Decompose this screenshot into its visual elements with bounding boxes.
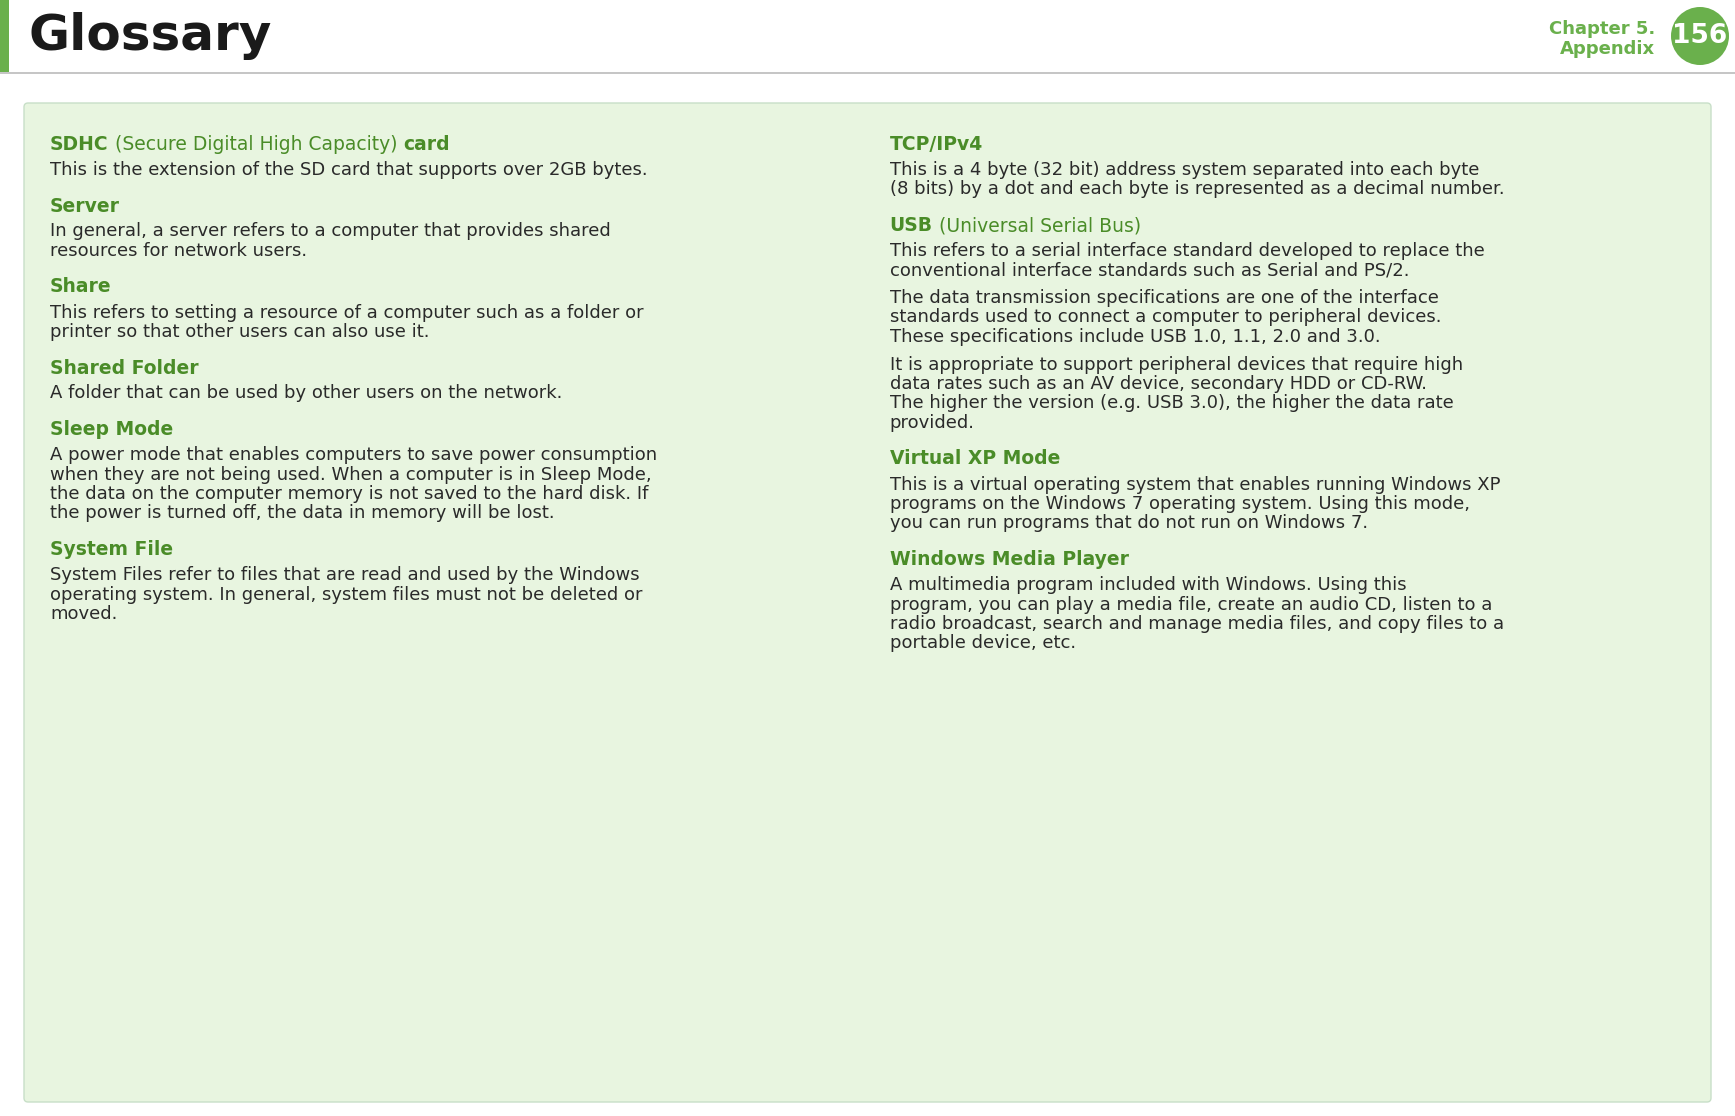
Bar (0, 0, 9, 73)
Text: provided.: provided. (890, 414, 975, 432)
Text: (Secure Digital High Capacity): (Secure Digital High Capacity) (109, 135, 403, 154)
Text: The data transmission specifications are one of the interface: The data transmission specifications are… (890, 289, 1438, 307)
Bar (0, 0, 1735, 73)
Text: portable device, etc.: portable device, etc. (890, 635, 1076, 653)
Text: Share: Share (50, 278, 111, 297)
Text: This is a virtual operating system that enables running Windows XP: This is a virtual operating system that … (890, 475, 1501, 493)
Text: SDHC: SDHC (50, 135, 109, 154)
Text: A power mode that enables computers to save power consumption: A power mode that enables computers to s… (50, 446, 658, 464)
Text: the power is turned off, the data in memory will be lost.: the power is turned off, the data in mem… (50, 504, 555, 522)
Text: These specifications include USB 1.0, 1.1, 2.0 and 3.0.: These specifications include USB 1.0, 1.… (890, 328, 1379, 346)
FancyBboxPatch shape (24, 103, 1711, 1101)
Text: System File: System File (50, 540, 174, 559)
Text: printer so that other users can also use it.: printer so that other users can also use… (50, 323, 430, 341)
Text: A folder that can be used by other users on the network.: A folder that can be used by other users… (50, 385, 562, 403)
Text: This refers to a serial interface standard developed to replace the: This refers to a serial interface standa… (890, 242, 1483, 260)
Text: System Files refer to files that are read and used by the Windows: System Files refer to files that are rea… (50, 566, 640, 584)
Text: conventional interface standards such as Serial and PS/2.: conventional interface standards such as… (890, 261, 1409, 279)
Text: This refers to setting a resource of a computer such as a folder or: This refers to setting a resource of a c… (50, 304, 644, 321)
Text: Virtual XP Mode: Virtual XP Mode (890, 450, 1060, 469)
Text: moved.: moved. (50, 605, 118, 623)
Text: Appendix: Appendix (1560, 40, 1655, 58)
Text: Shared Folder: Shared Folder (50, 358, 198, 377)
Text: Server: Server (50, 196, 120, 215)
Text: card: card (403, 135, 449, 154)
Text: Glossary: Glossary (28, 12, 271, 60)
Text: It is appropriate to support peripheral devices that require high: It is appropriate to support peripheral … (890, 356, 1463, 374)
Text: you can run programs that do not run on Windows 7.: you can run programs that do not run on … (890, 514, 1367, 532)
Text: The higher the version (e.g. USB 3.0), the higher the data rate: The higher the version (e.g. USB 3.0), t… (890, 394, 1454, 413)
Text: programs on the Windows 7 operating system. Using this mode,: programs on the Windows 7 operating syst… (890, 496, 1470, 513)
Text: A multimedia program included with Windows. Using this: A multimedia program included with Windo… (890, 576, 1405, 594)
Text: This is a 4 byte (32 bit) address system separated into each byte: This is a 4 byte (32 bit) address system… (890, 161, 1478, 179)
Text: standards used to connect a computer to peripheral devices.: standards used to connect a computer to … (890, 308, 1442, 327)
Text: operating system. In general, system files must not be deleted or: operating system. In general, system fil… (50, 586, 642, 604)
Text: when they are not being used. When a computer is in Sleep Mode,: when they are not being used. When a com… (50, 465, 652, 483)
Text: Windows Media Player: Windows Media Player (890, 550, 1128, 569)
Text: Chapter 5.: Chapter 5. (1549, 20, 1655, 38)
Text: data rates such as an AV device, secondary HDD or CD-RW.: data rates such as an AV device, seconda… (890, 375, 1426, 393)
Text: radio broadcast, search and manage media files, and copy files to a: radio broadcast, search and manage media… (890, 615, 1504, 633)
Text: TCP/IPv4: TCP/IPv4 (890, 135, 982, 154)
Text: (8 bits) by a dot and each byte is represented as a decimal number.: (8 bits) by a dot and each byte is repre… (890, 181, 1504, 199)
Text: Sleep Mode: Sleep Mode (50, 420, 174, 439)
Text: (Universal Serial Bus): (Universal Serial Bus) (933, 217, 1140, 235)
Text: program, you can play a media file, create an audio CD, listen to a: program, you can play a media file, crea… (890, 596, 1492, 614)
Text: In general, a server refers to a computer that provides shared: In general, a server refers to a compute… (50, 222, 611, 241)
Text: This is the extension of the SD card that supports over 2GB bytes.: This is the extension of the SD card tha… (50, 161, 647, 179)
Text: resources for network users.: resources for network users. (50, 242, 307, 260)
Text: the data on the computer memory is not saved to the hard disk. If: the data on the computer memory is not s… (50, 485, 649, 503)
Circle shape (1671, 7, 1730, 65)
Text: 156: 156 (1673, 23, 1728, 49)
Text: USB: USB (890, 217, 933, 235)
